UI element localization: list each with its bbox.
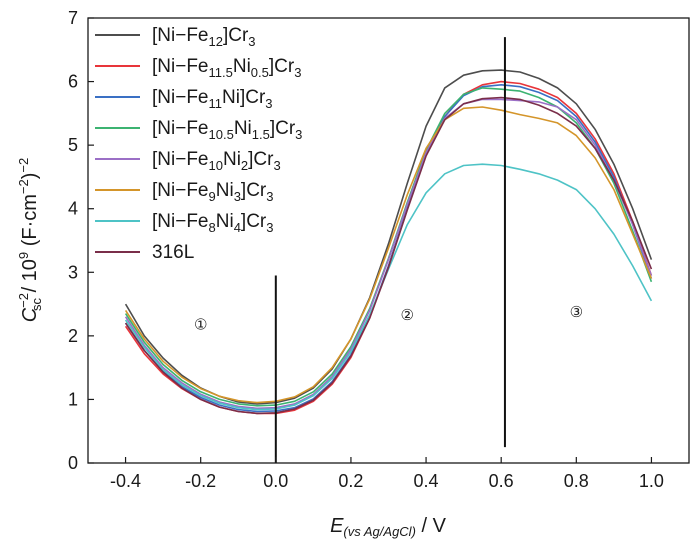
y-tick-label: 6 — [68, 72, 78, 92]
series-line-5 — [124, 98, 653, 410]
y-tick-label: 7 — [68, 8, 78, 28]
legend-label-1: [Ni−Fe12]Cr3 — [152, 25, 256, 49]
x-tick-label: 0.0 — [263, 471, 288, 491]
region-label-1: ① — [194, 316, 207, 334]
plot-frame — [87, 17, 690, 464]
y-tick-label: 3 — [68, 262, 78, 282]
series-layer — [124, 69, 653, 415]
series-line-7 — [124, 163, 653, 411]
x-tick-label: 1.0 — [639, 471, 664, 491]
legend: [Ni−Fe12]Cr3 [Ni−Fe11.5Ni0.5]Cr3 [Ni−Fe11N… — [95, 25, 302, 263]
x-axis-title: E(vs Ag/AgCl) / V — [330, 515, 446, 539]
x-tick-label: 0.8 — [564, 471, 589, 491]
axis-ticks: -0.4 -0.2 0.0 0.2 0.4 0.6 0.8 1.0 0 1 2 3 4 5 6 7 — [68, 8, 664, 491]
series-line-8 — [124, 96, 653, 415]
x-tick-label: 0.6 — [489, 471, 514, 491]
divider-lines — [274, 37, 506, 463]
y-axis-title: C−2sc / 109 (F·cm−2)−2 — [16, 158, 44, 323]
legend-label-2: [Ni−Fe11.5Ni0.5]Cr3 — [152, 56, 301, 80]
y-tick-label: 1 — [68, 389, 78, 409]
legend-label-7: [Ni−Fe8Ni4]Cr3 — [152, 211, 273, 235]
legend-label-6: [Ni−Fe9Ni3]Cr3 — [152, 180, 273, 204]
legend-label-3: [Ni−Fe11Ni]Cr3 — [152, 87, 273, 111]
legend-label-5: [Ni−Fe10Ni2]Cr3 — [152, 149, 281, 173]
region-labels: ① ② ③ — [194, 303, 583, 334]
legend-label-8: 316L — [152, 242, 194, 263]
y-tick-label: 4 — [68, 199, 78, 219]
region-label-2: ② — [401, 306, 414, 324]
x-tick-label: 0.4 — [414, 471, 439, 491]
y-tick-label: 5 — [68, 135, 78, 155]
y-tick-label: 2 — [68, 326, 78, 346]
x-tick-label: 0.2 — [338, 471, 363, 491]
x-tick-label: -0.2 — [185, 471, 216, 491]
x-tick-label: -0.4 — [110, 471, 141, 491]
y-tick-label: 0 — [68, 453, 78, 473]
region-label-3: ③ — [570, 303, 583, 321]
series-line-6 — [124, 106, 653, 404]
legend-label-4: [Ni−Fe10.5Ni1.5]Cr3 — [152, 118, 302, 142]
